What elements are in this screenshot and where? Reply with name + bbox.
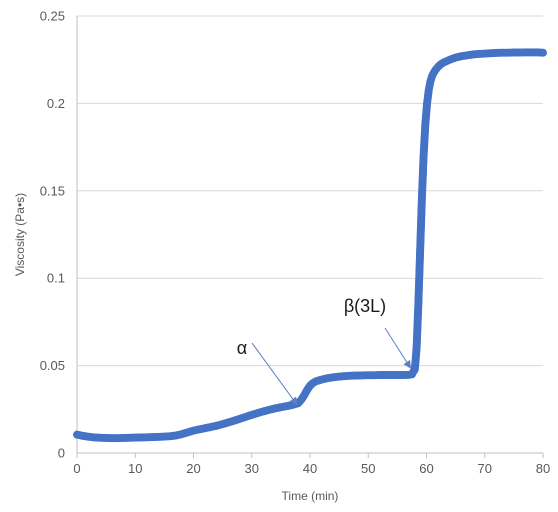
y-tick-labels: 0 0.05 0.1 0.15 0.2 0.25 [40, 9, 65, 461]
x-axis-title: Time (min) [282, 489, 339, 503]
x-tick-label: 80 [536, 461, 550, 476]
y-tick-label: 0.2 [47, 96, 65, 111]
data-points [73, 48, 547, 443]
annotation-arrow [384, 327, 412, 369]
x-tick-label: 0 [73, 461, 80, 476]
x-tick-label: 70 [478, 461, 492, 476]
y-tick-label: 0.1 [47, 271, 65, 286]
x-tick-labels: 0 10 20 30 40 50 60 70 80 [73, 461, 550, 476]
gridlines [77, 15, 543, 367]
x-tick-label: 20 [186, 461, 200, 476]
y-tick-label: 0.15 [40, 183, 65, 198]
data-point [539, 48, 547, 57]
x-tick-label: 10 [128, 461, 142, 476]
annotations: α β(3L) [237, 296, 412, 406]
annotation-label: α [237, 338, 247, 358]
y-tick-label: 0.25 [40, 9, 65, 24]
x-tick-label: 30 [245, 461, 259, 476]
y-axis-title: Viscosity (Pa•s) [13, 193, 27, 276]
annotation-label: β(3L) [344, 296, 386, 316]
axes [76, 16, 544, 458]
y-tick-label: 0 [58, 446, 65, 461]
x-tick-label: 40 [303, 461, 317, 476]
x-tick-label: 50 [361, 461, 375, 476]
x-tick-label: 60 [419, 461, 433, 476]
y-tick-label: 0.05 [40, 358, 65, 373]
annotation-arrow [251, 342, 298, 406]
